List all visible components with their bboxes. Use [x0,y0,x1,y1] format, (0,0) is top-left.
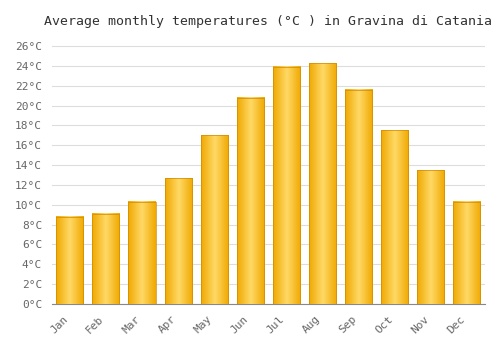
Bar [164,178,192,304]
Bar [92,214,120,304]
Bar [309,63,336,304]
Bar [273,67,300,304]
Bar [56,217,84,304]
Bar [381,130,408,304]
Bar [418,170,444,304]
Bar [345,90,372,304]
Bar [237,98,264,304]
Title: Average monthly temperatures (°C ) in Gravina di Catania: Average monthly temperatures (°C ) in Gr… [44,15,492,28]
Bar [454,202,480,304]
Bar [128,202,156,304]
Bar [200,135,228,304]
